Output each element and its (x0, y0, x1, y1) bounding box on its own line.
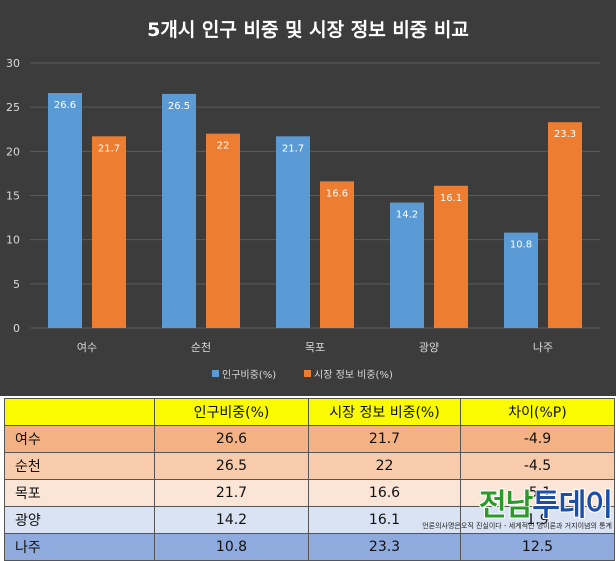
data-label: 26.6 (54, 100, 76, 111)
bar (206, 133, 240, 328)
data-label: 16.6 (326, 188, 348, 199)
table-row: 광양 14.2 16.1 1.9 (4, 506, 615, 534)
row-label-cell: 나주 (4, 533, 155, 561)
news-logo-green: 전남 (478, 488, 533, 523)
table-row: 나주 10.8 23.3 12.5 (4, 533, 615, 561)
header-cell-market-info: 시장 정보 비중(%) (308, 398, 461, 426)
y-tick-label: 5 (13, 278, 20, 291)
data-label: 22 (217, 141, 230, 152)
row-label-cell: 여수 (4, 425, 155, 453)
bar (320, 181, 354, 328)
data-label: 21.7 (282, 143, 304, 154)
bar (162, 93, 196, 329)
value-cell: 22 (308, 452, 461, 480)
y-tick-label: 0 (13, 322, 20, 335)
value-cell: 16.6 (308, 479, 461, 507)
bar (48, 93, 82, 329)
header-cell-population: 인구비중(%) (154, 398, 309, 426)
news-logo-watermark: 전남투데이 언론의사명은오직 진실이다 - 세계적인 명이론과 거지이념의 통계 (422, 478, 616, 534)
bar-chart: 5개시 인구 비중 및 시장 정보 비중 비교 0 5 10 15 20 25 30 26.6 2… (6, 19, 600, 381)
data-label: 16.1 (440, 193, 462, 204)
data-label: 26.5 (168, 101, 190, 112)
row-label-cell: 광양 (4, 506, 155, 534)
table-row: 순천 26.5 22 -4.5 (4, 452, 615, 480)
chart-panel: 5개시 인구 비중 및 시장 정보 비중 비교 0 5 10 15 20 25 30 26.6 2… (0, 0, 616, 396)
x-tick-label: 목포 (305, 341, 325, 354)
legend-label: 인구비중(%) (222, 369, 276, 381)
value-cell: 26.5 (154, 452, 309, 480)
bar (434, 185, 468, 328)
data-label: 21.7 (98, 143, 120, 154)
data-label: 23.3 (554, 129, 576, 140)
value-cell: 12.5 (460, 533, 615, 561)
value-cell: 14.2 (154, 506, 309, 534)
legend-swatch (212, 370, 219, 377)
row-label-cell: 순천 (4, 452, 155, 480)
legend-label: 시장 정보 비중(%) (314, 369, 393, 381)
x-tick-label: 여수 (77, 341, 97, 354)
legend-swatch (304, 370, 311, 377)
news-logo: 전남투데이 (478, 480, 613, 524)
table-row: 여수 26.6 21.7 -4.9 (4, 425, 615, 453)
y-tick-label: 15 (6, 190, 20, 203)
y-tick-label: 30 (6, 57, 20, 70)
bar (390, 202, 424, 328)
value-cell: 26.6 (154, 425, 309, 453)
x-tick-label: 광양 (419, 341, 439, 354)
y-tick-label: 25 (6, 101, 20, 114)
value-cell: -4.5 (460, 452, 615, 480)
header-cell-difference: 차이(%P) (460, 398, 615, 426)
chart-title: 5개시 인구 비중 및 시장 정보 비중 비교 (147, 19, 469, 41)
data-label: 14.2 (396, 210, 418, 221)
x-tick-label: 순천 (191, 340, 211, 354)
bar (92, 136, 126, 328)
data-label: 10.8 (510, 240, 532, 251)
row-label-cell: 목포 (4, 479, 155, 507)
value-cell: 23.3 (308, 533, 461, 561)
news-logo-blue: 투데이 (532, 488, 613, 523)
bar (548, 122, 582, 328)
table-row: 목포 21.7 16.6 -5.1 (4, 479, 615, 507)
bar (504, 232, 538, 328)
value-cell: 21.7 (154, 479, 309, 507)
value-cell: 21.7 (308, 425, 461, 453)
x-tick-label: 나주 (533, 341, 553, 354)
y-tick-label: 20 (6, 145, 20, 158)
bar (276, 136, 310, 328)
table-header-row: 인구비중(%) 시장 정보 비중(%) 차이(%P) (4, 398, 615, 426)
value-cell: 10.8 (154, 533, 309, 561)
header-cell-empty (4, 398, 155, 426)
y-tick-label: 10 (6, 234, 20, 247)
news-slogan: 언론의사명은오직 진실이다 - 세계적인 명이론과 거지이념의 통계 (422, 522, 612, 530)
value-cell: -4.9 (460, 425, 615, 453)
